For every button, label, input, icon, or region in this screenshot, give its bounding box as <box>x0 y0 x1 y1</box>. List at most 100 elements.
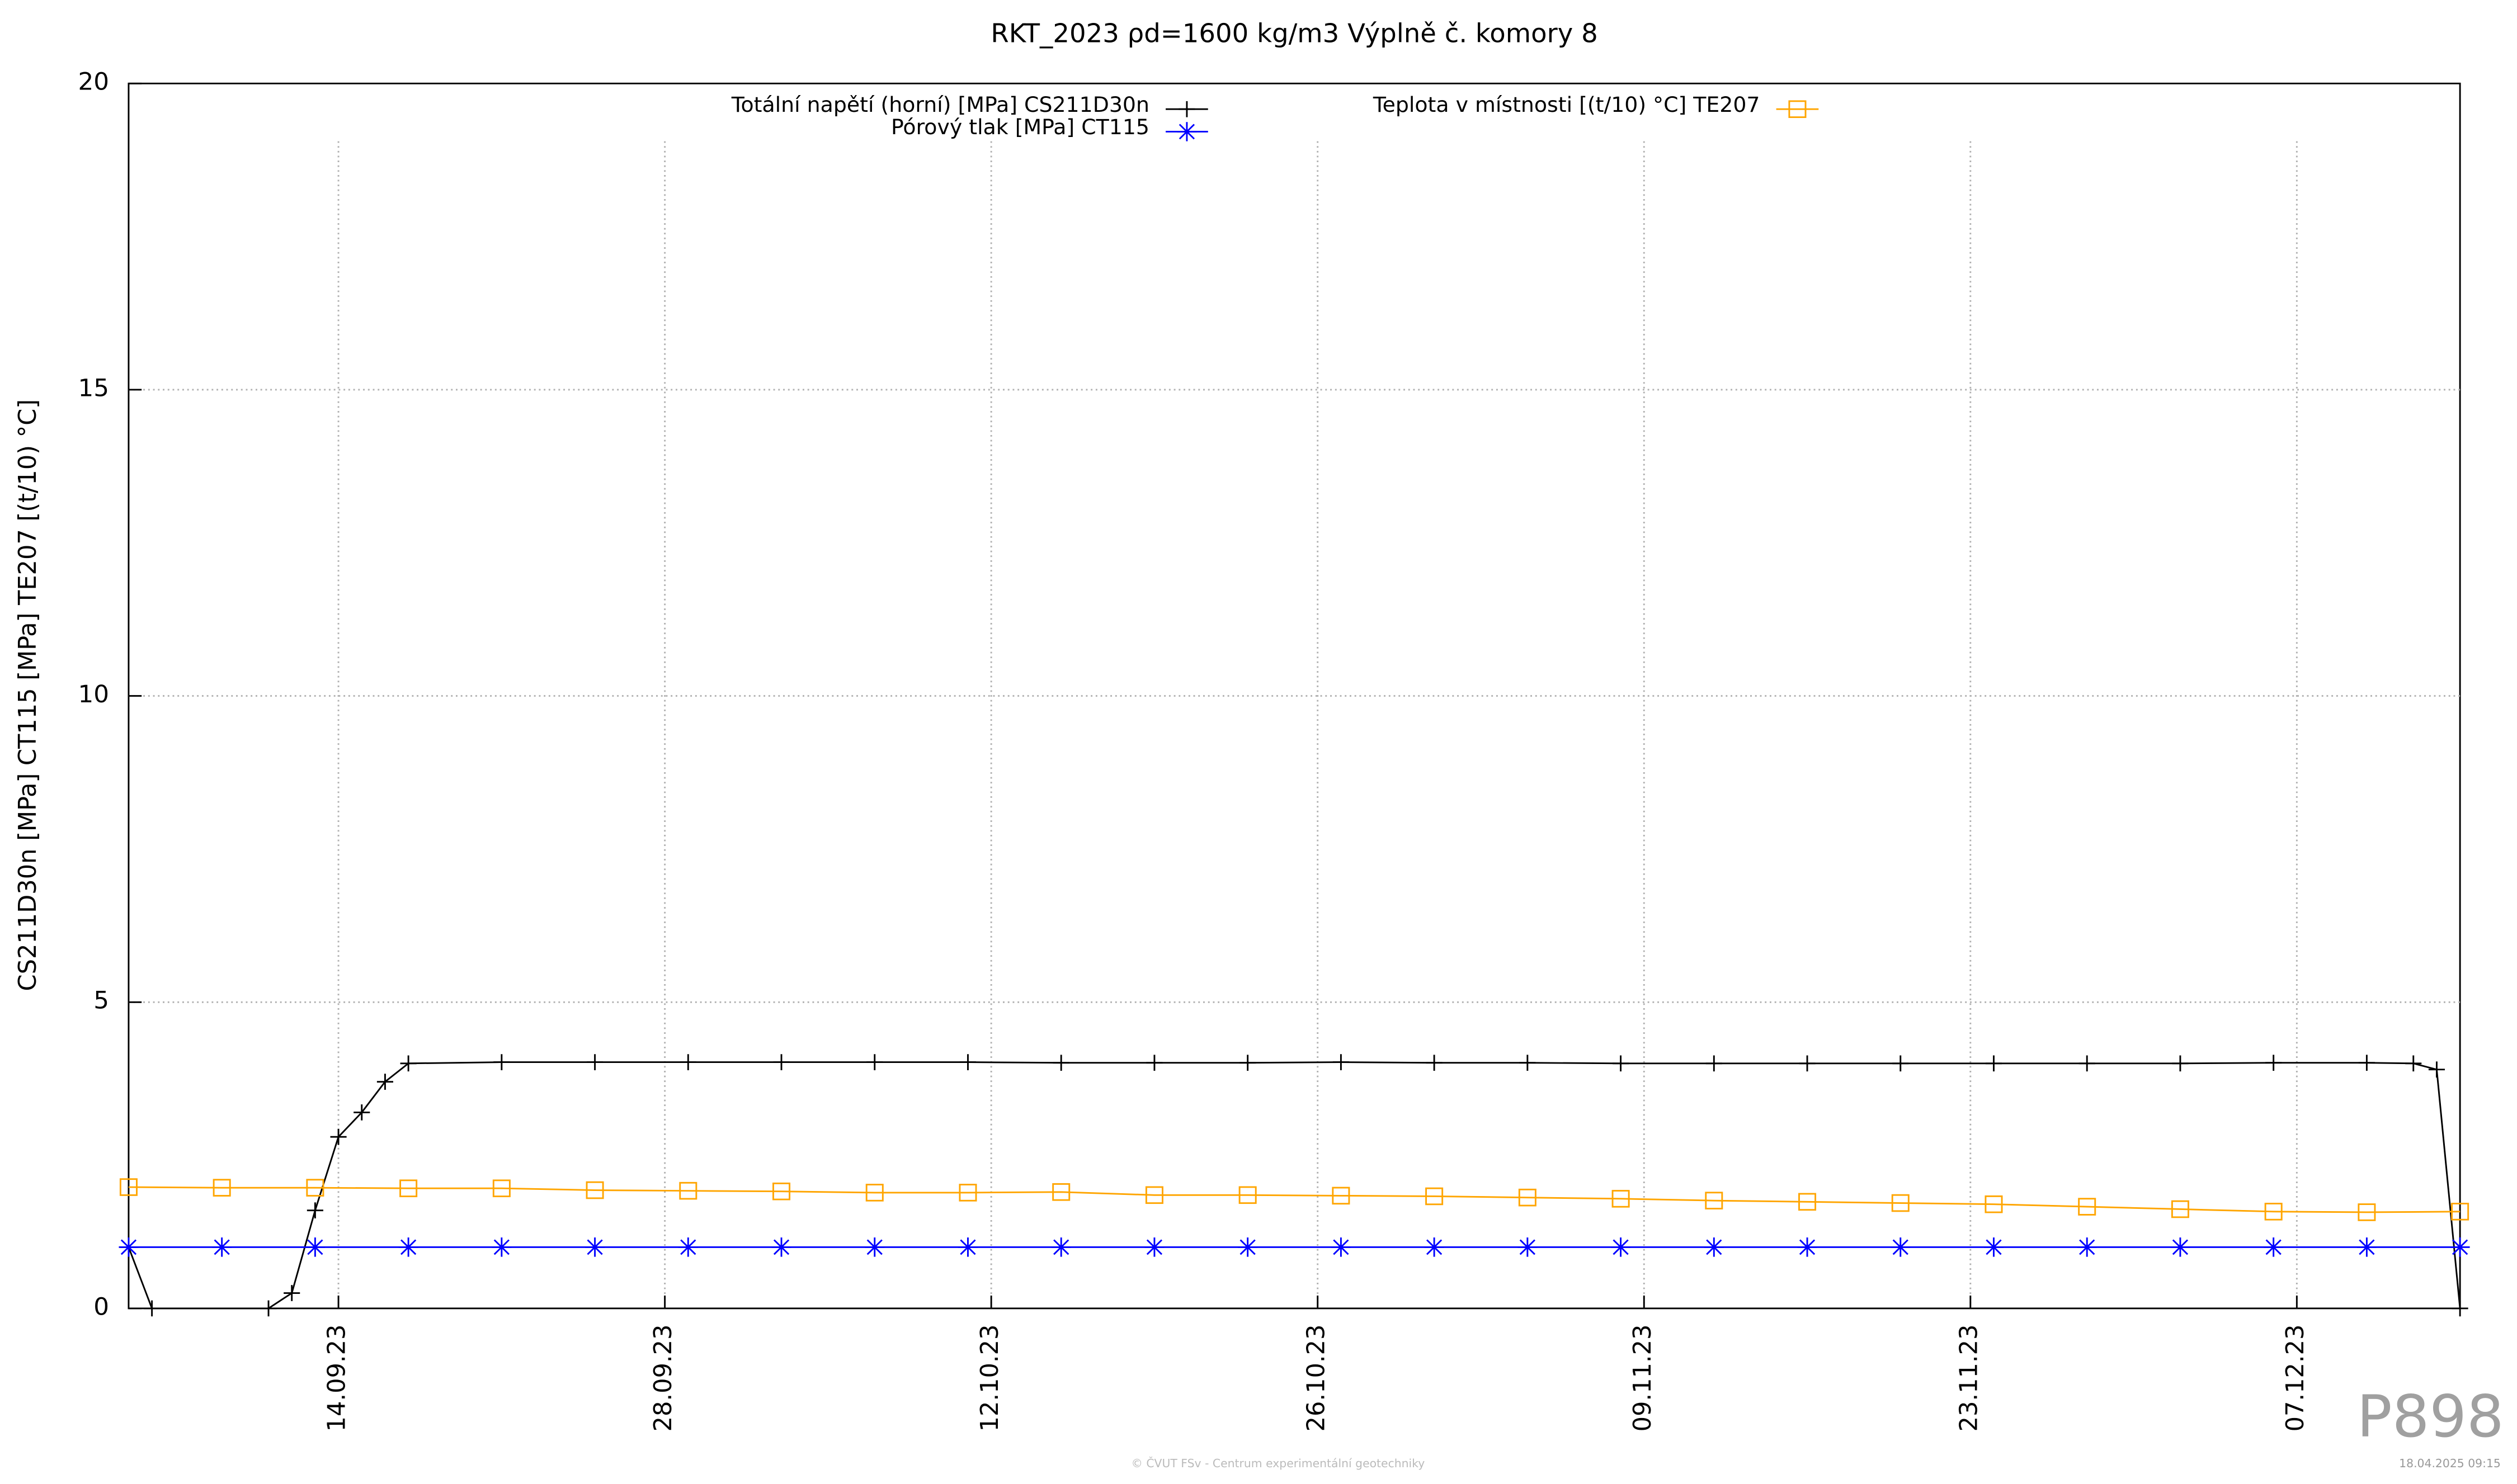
marker <box>1611 1237 1631 1257</box>
marker <box>1611 1190 1630 1208</box>
legend-label: Pórový tlak [MPa] CT115 <box>891 115 1149 139</box>
marker <box>213 1179 231 1197</box>
marker <box>586 1181 604 1199</box>
marker <box>2078 1055 2095 1072</box>
marker <box>1704 1237 1724 1257</box>
marker <box>678 1237 698 1257</box>
marker <box>119 1178 138 1196</box>
marker <box>119 1237 139 1257</box>
y-axis-label: CS211D30n [MPa] CT115 [MPa] TE207 [(t/10… <box>14 399 42 991</box>
x-tick-label: 26.10.23 <box>1302 1325 1330 1432</box>
marker <box>1332 1054 1349 1070</box>
marker <box>2170 1237 2190 1257</box>
marker <box>771 1237 791 1257</box>
marker <box>2264 1203 2283 1221</box>
x-tick-label: 28.09.23 <box>649 1325 677 1432</box>
marker <box>1985 1195 2003 1213</box>
marker <box>587 1054 604 1070</box>
marker <box>1052 1183 1071 1201</box>
x-tick-label: 23.11.23 <box>1955 1325 1983 1432</box>
marker <box>492 1179 511 1198</box>
marker <box>865 1184 884 1202</box>
marker <box>679 1181 697 1200</box>
marker <box>1517 1237 1538 1257</box>
marker <box>1984 1237 2004 1257</box>
marker <box>1425 1187 1444 1206</box>
marker <box>305 1237 325 1257</box>
marker <box>1519 1055 1536 1071</box>
marker <box>1238 1186 1257 1204</box>
marker <box>144 1300 161 1317</box>
footer: © ČVUT FSv - Centrum experimentální geot… <box>1132 1457 1425 1470</box>
marker <box>1705 1055 1722 1072</box>
marker <box>330 1128 347 1145</box>
marker <box>212 1237 232 1257</box>
y-tick-label: 10 <box>78 680 109 708</box>
marker <box>1239 1055 1256 1071</box>
marker <box>1705 1192 1723 1209</box>
marker <box>2452 1300 2468 1317</box>
marker <box>2428 1061 2445 1078</box>
series-line <box>128 1186 2461 1213</box>
marker <box>680 1054 696 1070</box>
y-tick-label: 15 <box>78 375 109 403</box>
marker <box>1613 1055 1629 1072</box>
timestamp: 18.04.2025 09:15 <box>2399 1457 2501 1470</box>
marker <box>398 1237 418 1257</box>
y-tick-label: 0 <box>93 1293 109 1321</box>
x-tick-label: 09.11.23 <box>1629 1325 1657 1432</box>
x-tick-label: 07.12.23 <box>2282 1325 2309 1432</box>
marker <box>2172 1055 2189 1072</box>
marker <box>260 1300 277 1317</box>
legend-label: Teplota v místnosti [(t/10) °C] TE207 <box>1373 92 1760 117</box>
marker <box>2077 1237 2097 1257</box>
marker <box>1331 1237 1351 1257</box>
marker <box>585 1237 605 1257</box>
marker <box>1985 1055 2002 1072</box>
y-tick-label: 5 <box>93 987 109 1015</box>
marker <box>1892 1055 1909 1072</box>
marker <box>376 1074 394 1090</box>
marker <box>1788 100 1807 119</box>
marker <box>1798 1193 1817 1211</box>
marker <box>1144 1237 1165 1257</box>
watermark: P898 <box>2357 1383 2504 1450</box>
marker <box>2405 1055 2422 1072</box>
marker <box>492 1237 512 1257</box>
chart-title: RKT_2023 ρd=1600 kg/m3 Výplně č. komory … <box>991 18 1597 49</box>
marker <box>1424 1237 1444 1257</box>
x-tick-label: 12.10.23 <box>975 1325 1003 1432</box>
marker <box>2171 1200 2189 1218</box>
marker <box>958 1237 978 1257</box>
marker <box>1146 1055 1163 1071</box>
marker <box>306 1179 324 1197</box>
marker <box>1332 1187 1350 1205</box>
marker <box>772 1182 791 1201</box>
marker <box>1891 1194 1910 1212</box>
marker <box>284 1285 300 1301</box>
marker <box>1799 1055 1816 1072</box>
marker <box>959 1054 977 1070</box>
marker <box>2450 1237 2470 1257</box>
marker <box>1426 1055 1443 1071</box>
marker <box>773 1054 790 1070</box>
marker <box>865 1237 885 1257</box>
marker <box>307 1202 323 1219</box>
marker <box>400 1055 417 1072</box>
marker <box>2358 1055 2375 1071</box>
series-line <box>128 1061 2461 1310</box>
marker <box>2451 1203 2469 1221</box>
marker <box>2264 1237 2284 1257</box>
marker <box>1891 1237 1911 1257</box>
marker <box>1518 1188 1536 1207</box>
marker <box>959 1184 977 1202</box>
y-tick-label: 20 <box>78 68 109 96</box>
marker <box>1051 1237 1071 1257</box>
marker <box>2358 1203 2376 1221</box>
marker <box>866 1054 883 1070</box>
marker <box>493 1054 510 1070</box>
marker <box>399 1179 418 1198</box>
marker <box>1145 1186 1163 1204</box>
marker <box>1797 1237 1817 1257</box>
plot-frame <box>128 82 2461 1310</box>
